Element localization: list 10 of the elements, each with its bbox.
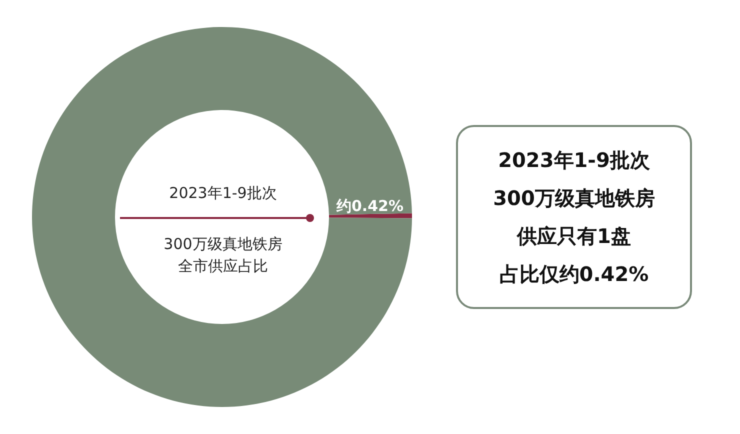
donut-slice [328, 213, 412, 218]
text: 300万级真地铁房 [493, 185, 655, 212]
text: 2023年1-9批次 [168, 183, 278, 204]
text: 全市供应占比 [177, 256, 269, 277]
text: 300万级真地铁房 [162, 234, 284, 255]
text: 占比仅约0.42% [499, 261, 649, 288]
text: 2023年1-9批次 [498, 147, 650, 174]
data-label: 约0.42% [335, 196, 404, 215]
donut-slice [32, 27, 412, 407]
text: 供应只有1盘 [517, 223, 631, 250]
